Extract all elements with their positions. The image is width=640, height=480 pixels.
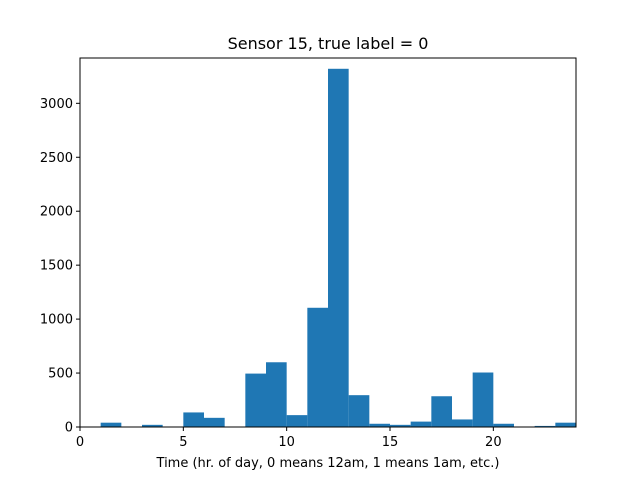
histogram-bar [204,417,225,427]
histogram-bar [534,425,556,427]
chart-title: Sensor 15, true label = 0 [228,34,429,53]
plot-frame [79,57,577,428]
histogram-bar [348,395,370,427]
histogram-bar [183,412,204,427]
y-tick-label: 3000 [40,97,73,112]
histogram-bar [286,415,308,427]
x-axis-label: Time (hr. of day, 0 means 12am, 1 means … [156,456,500,471]
histogram-bar [142,424,163,427]
histogram-bar [100,422,122,427]
histogram-bar [369,423,390,427]
histogram-bar [410,421,432,427]
histogram-bar [266,362,287,427]
histogram-bar [390,424,411,427]
y-tick-label: 2500 [40,151,73,166]
x-tick-label: 0 [76,435,84,450]
histogram-bar [555,422,576,427]
y-tick-label: 2000 [40,205,73,220]
x-tick-label: 5 [179,435,187,450]
histogram-bar [307,307,328,427]
x-tick-label: 15 [382,435,399,450]
x-tick-label: 10 [278,435,295,450]
y-tick-label: 0 [65,421,73,436]
histogram-bar [245,373,266,427]
x-axis-ticks: 0 5 10 15 20 [76,427,502,450]
histogram-bar [452,419,473,427]
y-tick-label: 1500 [40,259,73,274]
y-tick-label: 1000 [40,313,73,328]
y-axis-ticks: 0 500 1000 1500 2000 2500 3000 [40,97,80,436]
histogram-bar [431,396,452,427]
x-tick-label: 20 [485,435,502,450]
histogram-bar [328,68,349,427]
histogram-bar [493,423,514,427]
y-tick-label: 500 [48,367,73,382]
bars-group [100,68,576,427]
histogram-bar [472,372,494,427]
